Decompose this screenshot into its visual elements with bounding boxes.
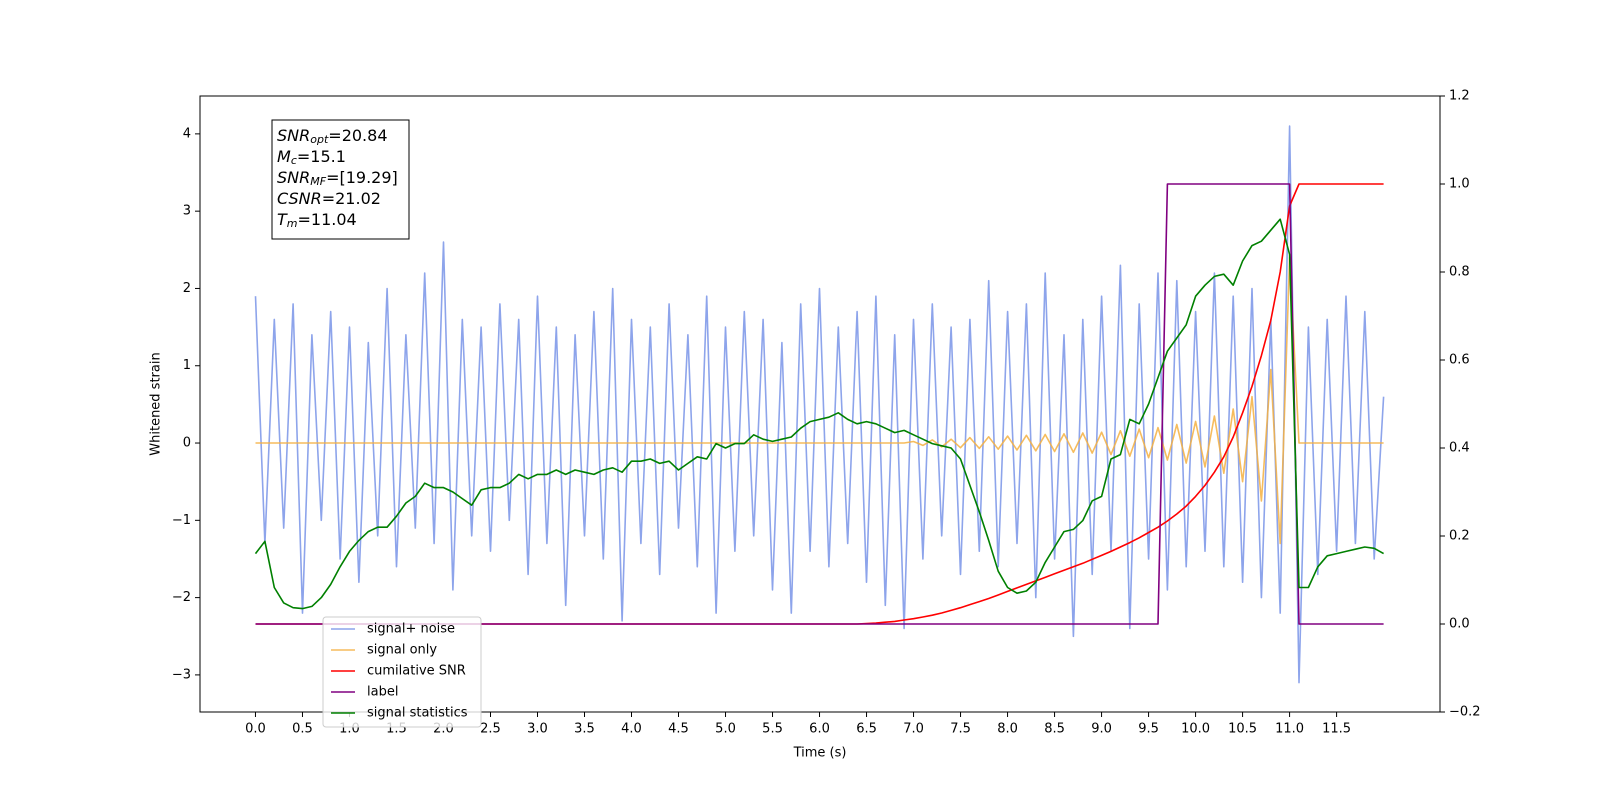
y-tick-label: 0	[183, 436, 191, 451]
annotation: CSNR=21.02	[277, 189, 381, 208]
x-tick-label: 5.0	[715, 722, 736, 737]
annotation-sub: opt	[310, 133, 329, 146]
series-line	[255, 256, 1384, 545]
legend-label: signal+ noise	[367, 622, 455, 637]
annotation-main: CSNR	[277, 189, 322, 208]
annotation: Mc=15.1	[277, 147, 346, 168]
annotation-sub: MF	[310, 175, 326, 188]
y2-tick-label: −0.2	[1449, 705, 1481, 720]
y-axis-label: Whitened strain	[149, 352, 164, 455]
legend-label: signal only	[367, 643, 437, 658]
y-tick-label: 2	[183, 281, 191, 296]
x-tick-label: 8.5	[1044, 722, 1065, 737]
annotation-sub: m	[287, 217, 298, 230]
annotation-main: M	[277, 147, 291, 166]
x-tick-label: 5.5	[762, 722, 783, 737]
annotation-rest: =21.02	[322, 189, 381, 208]
y2-tick-label: 1.0	[1449, 177, 1470, 192]
y2-tick-label: 0.8	[1449, 265, 1470, 280]
x-tick-label: 11.5	[1322, 722, 1351, 737]
y2-tick-label: 0.4	[1449, 441, 1470, 456]
x-tick-label: 2.5	[480, 722, 501, 737]
y-tick-label: 3	[183, 204, 191, 219]
annotation-rest: =[19.29]	[326, 168, 398, 187]
annotation-rest: =20.84	[328, 126, 387, 145]
x-tick-label: 9.5	[1138, 722, 1159, 737]
y2-tick-label: 0.0	[1449, 617, 1470, 632]
legend-label: signal statistics	[367, 706, 468, 721]
x-tick-label: 7.5	[950, 722, 971, 737]
annotation: SNRopt=20.84	[277, 126, 388, 147]
x-tick-label: 10.0	[1181, 722, 1210, 737]
annotation-box	[271, 119, 410, 240]
y-tick-label: 1	[183, 358, 191, 373]
legend-label: label	[367, 685, 398, 700]
x-tick-label: 4.5	[668, 722, 689, 737]
annotation: Tm=11.04	[277, 210, 357, 231]
annotation-sub: c	[291, 154, 297, 167]
y2-tick-label: 1.2	[1449, 89, 1470, 104]
x-tick-label: 3.0	[527, 722, 548, 737]
x-tick-label: 6.5	[856, 722, 877, 737]
x-tick-label: 0.0	[245, 722, 266, 737]
x-tick-label: 8.0	[997, 722, 1018, 737]
annotation: SNRMF=[19.29]	[277, 168, 398, 189]
y2-tick-label: 0.2	[1449, 529, 1470, 544]
x-tick-label: 7.0	[903, 722, 924, 737]
x-tick-label: 6.0	[809, 722, 830, 737]
annotation-main: SNR	[277, 126, 310, 145]
annotation-main: T	[277, 210, 288, 229]
y-tick-label: −3	[172, 667, 191, 682]
series-line	[254, 218, 1384, 610]
x-axis-label: Time (s)	[793, 746, 847, 761]
legend-box	[322, 616, 482, 728]
y-tick-label: −1	[172, 513, 191, 528]
x-tick-label: 3.5	[574, 722, 595, 737]
annotation-rest: =11.04	[298, 210, 357, 229]
x-tick-label: 10.5	[1228, 722, 1257, 737]
annotation-main: SNR	[277, 168, 310, 187]
y-tick-label: −2	[172, 590, 191, 605]
y-tick-label: 4	[183, 126, 191, 141]
x-tick-label: 11.0	[1275, 722, 1304, 737]
series-line	[254, 125, 1385, 684]
x-tick-label: 4.0	[621, 722, 642, 737]
y2-tick-label: 0.6	[1449, 353, 1470, 368]
legend-label: cumilative SNR	[367, 664, 466, 679]
x-tick-label: 0.5	[292, 722, 313, 737]
annotation-rest: =15.1	[297, 147, 346, 166]
x-tick-label: 9.0	[1091, 722, 1112, 737]
